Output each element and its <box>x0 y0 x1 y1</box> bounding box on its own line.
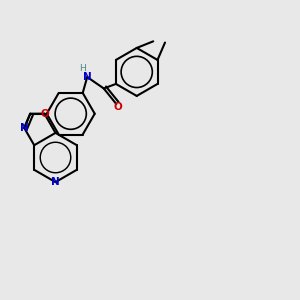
Text: O: O <box>40 109 49 118</box>
Text: N: N <box>51 177 60 187</box>
Text: N: N <box>20 123 28 133</box>
Text: H: H <box>79 64 86 74</box>
Text: N: N <box>83 72 92 82</box>
Text: O: O <box>113 102 122 112</box>
